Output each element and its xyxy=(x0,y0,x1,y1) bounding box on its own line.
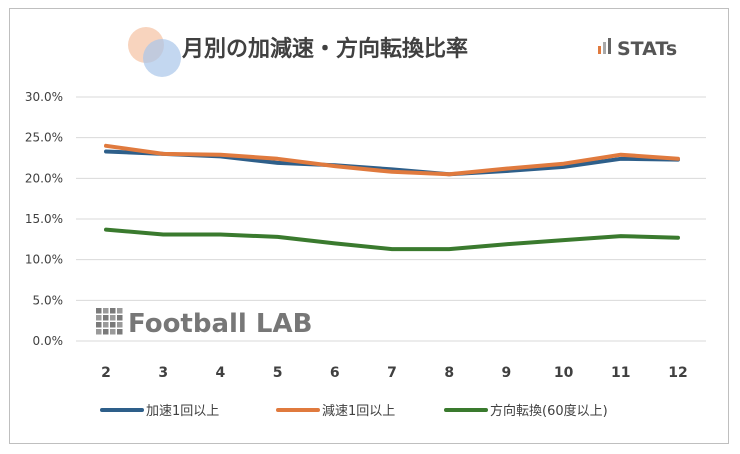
logo-square xyxy=(103,322,109,328)
x-tick-label: 6 xyxy=(330,365,340,381)
logo-square xyxy=(96,322,102,328)
legend-label: 加速1回以上 xyxy=(146,404,219,419)
legend: 加速1回以上 減速1回以上 方向転換(60度以上) xyxy=(100,403,608,419)
x-tick-label: 10 xyxy=(554,365,574,381)
y-tick-label: 15.0% xyxy=(25,212,63,226)
y-tick-label: 5.0% xyxy=(33,293,64,307)
x-tick-label: 3 xyxy=(158,365,168,381)
x-axis: 2 3 4 5 6 7 8 9 10 11 12 xyxy=(101,365,688,381)
chart-title: 月別の加減速・方向転換比率 xyxy=(181,36,468,62)
chart-frame xyxy=(9,8,729,444)
logo-square xyxy=(96,315,102,321)
logo-square xyxy=(117,322,123,328)
logo-square xyxy=(117,315,123,321)
series-lines xyxy=(104,143,680,252)
title-decor-circle-blue xyxy=(143,39,181,77)
y-tick-label: 30.0% xyxy=(25,90,63,104)
logo-square xyxy=(110,308,116,314)
y-tick-label: 25.0% xyxy=(25,131,63,145)
x-tick-label: 7 xyxy=(387,365,397,381)
stats-logo: STATs xyxy=(598,38,677,60)
logo-square xyxy=(96,329,102,335)
stats-logo-bar-1 xyxy=(598,46,601,54)
x-tick-label: 4 xyxy=(216,365,226,381)
grid-lines xyxy=(76,96,706,342)
series-line-2 xyxy=(104,143,680,177)
logo-square xyxy=(103,308,109,314)
logo-square xyxy=(110,315,116,321)
football-lab-logo-icon xyxy=(96,308,123,335)
logo-square xyxy=(110,329,116,335)
y-tick-label: 0.0% xyxy=(33,334,64,348)
x-tick-label: 12 xyxy=(668,365,687,381)
series-line-3 xyxy=(104,227,680,252)
x-tick-label: 9 xyxy=(502,365,512,381)
stats-logo-text: STATs xyxy=(617,38,677,60)
stats-logo-bar-3 xyxy=(608,38,611,54)
x-tick-label: 5 xyxy=(273,365,283,381)
logo-square xyxy=(117,329,123,335)
logo-square xyxy=(117,308,123,314)
stats-logo-bar-2 xyxy=(603,42,606,54)
football-lab-watermark: Football LAB xyxy=(96,308,312,339)
logo-square xyxy=(103,315,109,321)
x-tick-label: 2 xyxy=(101,365,111,381)
football-lab-text: Football LAB xyxy=(128,309,312,339)
x-tick-label: 8 xyxy=(444,365,454,381)
y-tick-label: 10.0% xyxy=(25,253,63,267)
legend-label: 減速1回以上 xyxy=(322,403,395,419)
logo-square xyxy=(103,329,109,335)
y-axis: 0.0% 5.0% 10.0% 15.0% 20.0% 25.0% 30.0% xyxy=(25,90,63,348)
logo-square xyxy=(110,322,116,328)
logo-square xyxy=(96,308,102,314)
y-tick-label: 20.0% xyxy=(25,171,63,185)
x-tick-label: 11 xyxy=(611,365,630,381)
legend-label: 方向転換(60度以上) xyxy=(490,403,608,419)
